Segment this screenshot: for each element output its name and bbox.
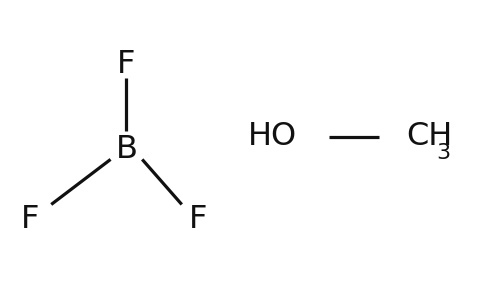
Text: F: F — [117, 49, 136, 80]
Text: F: F — [189, 204, 208, 235]
Text: B: B — [116, 134, 138, 166]
Text: HO: HO — [248, 121, 297, 152]
Text: F: F — [21, 204, 39, 235]
Text: 3: 3 — [436, 143, 450, 163]
Text: CH: CH — [406, 121, 452, 152]
